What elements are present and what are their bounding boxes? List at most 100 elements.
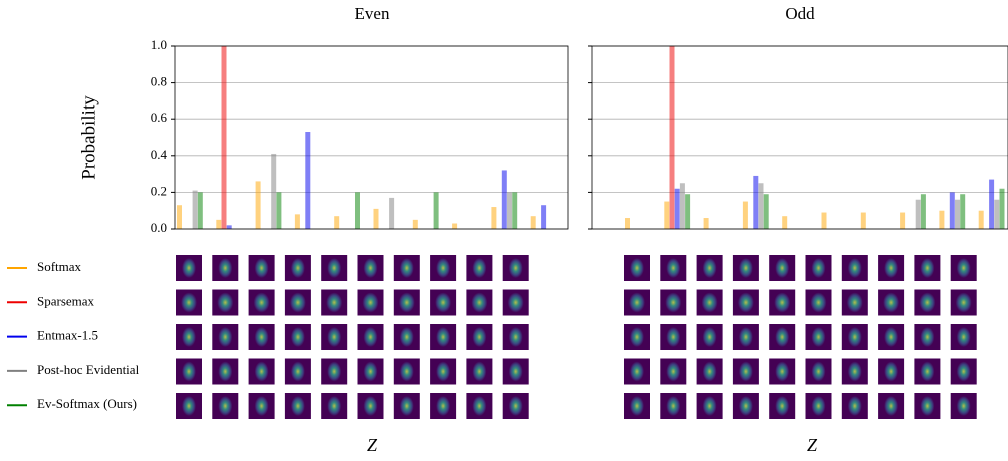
bar (434, 192, 439, 229)
bar (939, 211, 944, 229)
bar (541, 205, 546, 229)
digit-glow (363, 293, 379, 313)
x-axis-label: Z (807, 435, 818, 455)
digit-glow (326, 293, 342, 313)
bar (295, 214, 300, 229)
digit-glow (884, 362, 898, 382)
digit-glow (255, 396, 269, 416)
digit-glow (291, 327, 305, 347)
digit-glow (327, 396, 341, 416)
bar (960, 194, 965, 229)
digit-glow (920, 258, 934, 278)
bar (680, 183, 685, 229)
digit-glow (666, 327, 680, 347)
digit-glow (255, 327, 269, 347)
digit-glow (884, 327, 898, 347)
bar (743, 202, 748, 229)
bar (955, 200, 960, 229)
digit-glow (290, 293, 306, 313)
bar (759, 183, 764, 229)
digit-glow (400, 362, 414, 382)
bar (512, 192, 517, 229)
legend-label: Softmax (37, 259, 82, 274)
bar (670, 46, 675, 229)
digit-glow (957, 362, 971, 382)
legend-label: Sparsemax (37, 293, 95, 308)
digit-glow (254, 293, 270, 313)
digit-glow (738, 293, 754, 313)
digit-glow (182, 327, 196, 347)
digit-glow (509, 362, 523, 382)
digit-glow (291, 396, 305, 416)
digit-glow (739, 362, 753, 382)
digit-glow (400, 396, 414, 416)
digit-glow (775, 362, 789, 382)
digit-glow (472, 327, 486, 347)
digit-glow (884, 258, 898, 278)
bar (389, 198, 394, 229)
legend-label: Ev-Softmax (Ours) (37, 396, 137, 411)
digit-glow (399, 293, 415, 313)
digit-glow (218, 362, 232, 382)
digit-glow (848, 362, 862, 382)
bar (334, 216, 339, 229)
digit-glow (364, 258, 378, 278)
digit-glow (703, 327, 717, 347)
digit-glow (666, 258, 680, 278)
bar (921, 194, 926, 229)
legend-label: Post-hoc Evidential (37, 362, 140, 377)
digit-glow (472, 362, 486, 382)
digit-glow (919, 293, 935, 313)
digit-glow (703, 362, 717, 382)
digit-glow (630, 396, 644, 416)
bar (675, 189, 680, 229)
digit-glow (775, 327, 789, 347)
bar (193, 191, 198, 229)
digit-glow (630, 362, 644, 382)
bar (355, 192, 360, 229)
digit-glow (182, 362, 196, 382)
chart-title: Odd (785, 4, 815, 23)
digit-glow (775, 258, 789, 278)
digit-glow (509, 258, 523, 278)
bar (1000, 189, 1005, 229)
bar (782, 216, 787, 229)
digit-glow (182, 396, 196, 416)
digit-glow (812, 362, 826, 382)
digit-glow (774, 293, 790, 313)
bar (222, 46, 227, 229)
bar (276, 192, 281, 229)
bar (374, 209, 379, 229)
digit-glow (255, 362, 269, 382)
digit-glow (957, 396, 971, 416)
y-tick-label: 1.0 (151, 37, 167, 52)
bar (507, 192, 512, 229)
digit-glow (509, 396, 523, 416)
digit-glow (812, 396, 826, 416)
digit-glow (848, 258, 862, 278)
digit-glow (182, 258, 196, 278)
bar (491, 207, 496, 229)
digit-glow (630, 327, 644, 347)
digit-glow (291, 258, 305, 278)
bar (531, 216, 536, 229)
digit-glow (327, 362, 341, 382)
digit-glow (775, 396, 789, 416)
digit-glow (217, 293, 233, 313)
digit-glow (436, 258, 450, 278)
bar (916, 200, 921, 229)
digit-glow (327, 258, 341, 278)
y-tick-label: 0.4 (151, 147, 168, 162)
digit-glow (920, 362, 934, 382)
bar (413, 220, 418, 229)
digit-glow (739, 258, 753, 278)
digit-glow (218, 396, 232, 416)
digit-glow (327, 327, 341, 347)
digit-glow (848, 396, 862, 416)
digit-glow (218, 258, 232, 278)
bar (753, 176, 758, 229)
bar (950, 192, 955, 229)
digit-glow (629, 293, 645, 313)
digit-glow (508, 293, 524, 313)
digit-glow (400, 327, 414, 347)
